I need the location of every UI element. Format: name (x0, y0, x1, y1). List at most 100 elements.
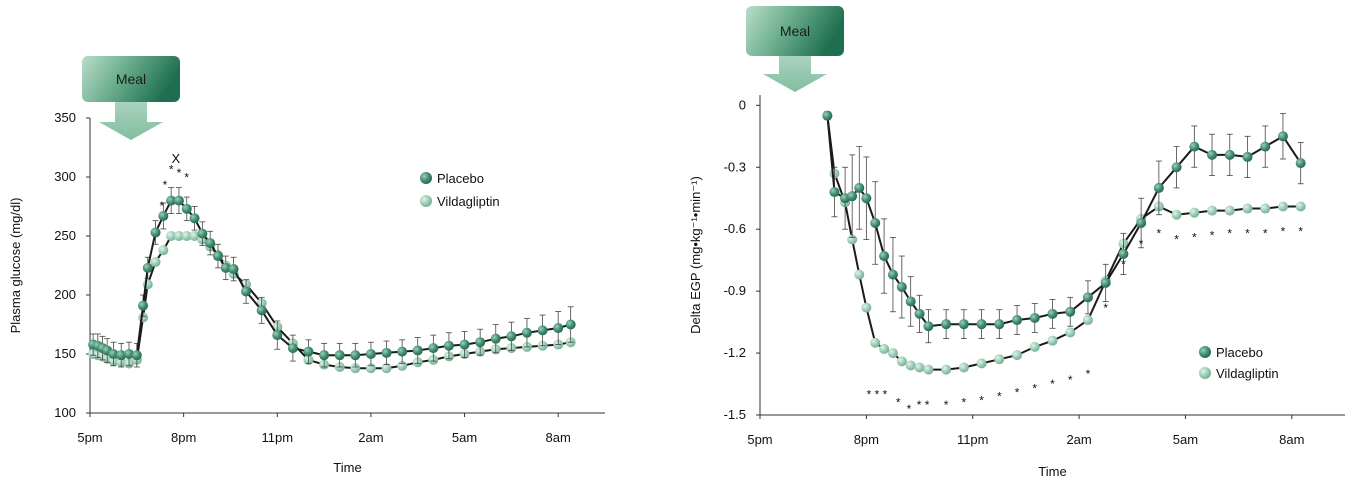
y-tick-label: 200 (54, 287, 76, 302)
legend-label: Placebo (1216, 345, 1263, 360)
data-point (334, 350, 345, 361)
y-tick-label: 100 (54, 405, 76, 420)
significance-mark: * (1227, 226, 1232, 240)
data-point (521, 327, 532, 338)
data-point (1242, 203, 1253, 214)
significance-mark: * (1015, 385, 1020, 399)
significance-mark: * (184, 171, 189, 185)
data-point (822, 110, 833, 121)
data-point (1260, 141, 1271, 152)
data-point (205, 238, 216, 249)
series-line (826, 115, 1302, 328)
data-point (189, 231, 200, 241)
y-tick-label: 150 (54, 346, 76, 361)
data-point (941, 319, 952, 330)
data-point (1082, 315, 1093, 326)
legend-label: Vildagliptin (1216, 366, 1279, 381)
meal-box (82, 56, 180, 102)
data-point (173, 195, 184, 206)
series-line (826, 115, 1301, 371)
legend-marker (1199, 367, 1211, 379)
y-tick-label: -0.6 (724, 221, 746, 236)
y-tick-label: -0.9 (724, 283, 746, 298)
x-tick-label: 5pm (77, 430, 102, 445)
data-point (958, 319, 969, 330)
y-tick-label: 0 (739, 97, 746, 112)
x-tick-label: 11pm (261, 430, 293, 445)
data-point (506, 331, 517, 342)
data-point (1082, 292, 1093, 303)
data-point (870, 337, 881, 348)
x-tick-label: 8pm (171, 430, 196, 445)
data-point (994, 354, 1005, 365)
x-tick-label: 8am (1279, 432, 1304, 447)
y-tick-label: -1.2 (724, 345, 746, 360)
data-point (350, 363, 361, 374)
significance-mark: * (1245, 226, 1250, 240)
data-point (1277, 131, 1288, 142)
x-tick-label: 8am (546, 430, 571, 445)
legend-marker (420, 195, 432, 207)
y-tick-label: 250 (54, 228, 76, 243)
data-point (1260, 203, 1271, 214)
data-point (241, 286, 252, 297)
data-point (142, 262, 153, 273)
data-point (166, 195, 177, 206)
data-point (1224, 205, 1235, 216)
data-point (158, 245, 169, 256)
data-point (976, 319, 987, 330)
significance-mark: * (1121, 257, 1126, 271)
data-point (1171, 162, 1182, 173)
significance-mark: * (1192, 231, 1197, 245)
legend-label: Placebo (437, 171, 484, 186)
data-point (150, 256, 161, 267)
annotation-x: X (171, 151, 180, 166)
data-point (847, 234, 858, 245)
data-point (847, 191, 858, 202)
data-point (537, 325, 548, 336)
series-vildagliptin (822, 110, 1306, 375)
x-tick-label: 5am (1173, 432, 1198, 447)
data-point (1029, 312, 1040, 323)
data-point (319, 350, 330, 361)
significance-mark: * (907, 402, 912, 416)
plasma-glucose-chart: 100 150 200 250 300 350 5pm 8pm 11pm 2am 5am 8am Tim… (8, 56, 605, 475)
significance-mark: * (1210, 229, 1215, 243)
data-point (428, 343, 439, 354)
significance-mark: * (1298, 224, 1303, 238)
data-point (365, 349, 376, 359)
data-point (914, 362, 925, 373)
data-point (475, 337, 486, 348)
significance-mark: * (997, 390, 1002, 404)
data-point (1029, 341, 1040, 352)
data-point (397, 346, 408, 357)
data-point (1047, 335, 1058, 346)
data-point (1207, 149, 1218, 160)
data-point (958, 362, 969, 373)
data-point (1047, 308, 1058, 319)
y-tick-label: 350 (54, 110, 76, 125)
meal-box (746, 6, 844, 56)
data-point (381, 347, 392, 358)
data-point (220, 262, 231, 273)
y-tick-label: -1.5 (724, 407, 746, 422)
legend-marker (420, 172, 432, 184)
data-point (896, 282, 907, 292)
data-point (124, 349, 135, 359)
data-point (941, 364, 952, 375)
data-point (565, 319, 576, 330)
data-point (1153, 182, 1164, 193)
x-axis-title: Time (333, 460, 361, 475)
significance-mark: * (1050, 377, 1055, 391)
data-point (923, 321, 934, 332)
data-point (1295, 158, 1306, 169)
data-point (131, 350, 142, 361)
data-point (905, 296, 916, 307)
significance-mark: * (159, 199, 164, 213)
data-point (303, 346, 314, 357)
significance-mark: * (1068, 373, 1073, 387)
data-point (212, 251, 223, 262)
data-point (181, 203, 192, 214)
